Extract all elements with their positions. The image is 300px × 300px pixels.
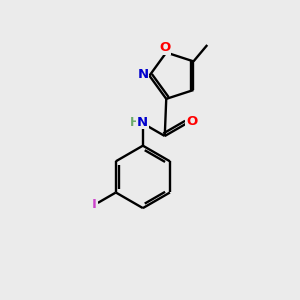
Text: H: H <box>130 116 140 129</box>
Text: I: I <box>92 198 97 211</box>
Text: O: O <box>186 116 198 128</box>
Text: N: N <box>137 68 148 81</box>
Text: N: N <box>137 116 148 129</box>
Text: O: O <box>159 41 170 54</box>
